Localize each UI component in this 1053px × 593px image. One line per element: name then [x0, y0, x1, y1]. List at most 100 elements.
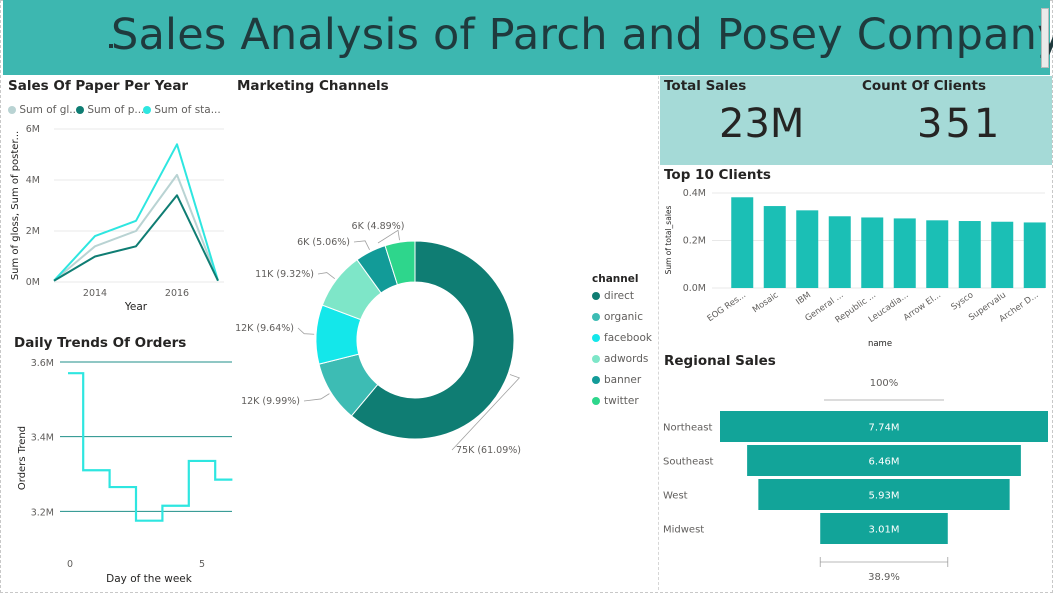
funnel-bar-west[interactable] [758, 479, 1010, 510]
paper-series-line[interactable] [53, 194, 219, 282]
channel-legend-label: twitter [604, 395, 639, 407]
client-bar[interactable] [893, 218, 916, 288]
donut-label-facebook: 12K (9.64%) [235, 323, 294, 334]
header-banner: Sales Analysis of Parch and Posey Compan… [3, 0, 1053, 75]
donut-leader-line [377, 229, 400, 244]
client-bar[interactable] [991, 221, 1014, 288]
funnel-category-label: Midwest [663, 525, 704, 536]
funnel-bar-midwest[interactable] [820, 513, 948, 544]
client-bar[interactable] [763, 206, 786, 288]
paper-y-tick: 6M [26, 124, 40, 135]
legend-marker-gloss [8, 106, 16, 114]
channel-legend-marker [592, 313, 600, 321]
channel-legend-marker [592, 376, 600, 384]
legend-label-standard: Sum of sta... [154, 104, 221, 116]
donut-leader-line [451, 374, 521, 451]
channel-legend-item-organic[interactable]: organic [592, 311, 643, 323]
paper-series-line[interactable] [53, 173, 219, 282]
legend-marker-poster [76, 106, 84, 114]
top-clients-title: Top 10 Clients [664, 167, 771, 183]
orders-y-tick: 3.4M [31, 433, 54, 444]
channel-legend-label: adwords [604, 353, 649, 365]
donut-label-direct: 75K (61.09%) [456, 445, 521, 456]
regional-sales-title: Regional Sales [664, 353, 776, 369]
paper-series-line[interactable] [53, 143, 219, 282]
paper-x-axis-label: Year [124, 301, 148, 313]
donut-label-adwords: 11K (9.32%) [255, 269, 314, 280]
orders-x-tick: 0 [67, 559, 73, 570]
paper-x-tick: 2014 [83, 288, 107, 299]
paper-y-tick: 4M [26, 175, 40, 186]
legend-item-poster[interactable]: Sum of p... [76, 104, 144, 116]
channel-legend-title: channel [592, 273, 639, 285]
clients-y-tick: 0.0M [683, 283, 706, 294]
client-bar[interactable] [731, 197, 754, 288]
client-x-tick: EOG Res... [706, 290, 748, 324]
clients-y-tick: 0.2M [683, 236, 706, 247]
legend-item-standard[interactable]: Sum of sta... [143, 104, 221, 116]
donut-label-banner: 6K (5.06%) [297, 237, 350, 248]
kpi-client-count-label: Count Of Clients [862, 78, 987, 94]
donut-leader-line [317, 272, 336, 279]
channel-legend-item-facebook[interactable]: facebook [592, 332, 652, 344]
paper-y-tick: 0M [26, 277, 40, 288]
channel-legend-marker [592, 355, 600, 363]
channel-legend-label: facebook [604, 332, 652, 344]
client-bar[interactable] [926, 220, 949, 288]
legend-label-poster: Sum of p... [87, 104, 145, 116]
client-bar[interactable] [861, 217, 884, 288]
funnel-bar-northeast[interactable] [720, 411, 1048, 442]
orders-x-tick: 5 [199, 559, 205, 570]
channel-legend-label: direct [604, 290, 635, 302]
funnel-value-label: 5.93M [869, 491, 900, 502]
client-x-tick: Mosaic [751, 290, 781, 315]
daily-trends-title: Daily Trends Of Orders [14, 335, 187, 351]
client-x-tick: Sysco [949, 290, 975, 312]
legend-item-gloss[interactable]: Sum of gl... [8, 104, 79, 116]
kpi-total-sales-value: 23M [719, 101, 805, 147]
donut-label-organic: 12K (9.99%) [241, 396, 300, 407]
orders-y-axis-label: Orders Trend [17, 426, 28, 490]
kpi-total-sales-label: Total Sales [664, 78, 747, 94]
page-title: Sales Analysis of Parch and Posey Compan… [111, 10, 1053, 60]
legend-marker-standard [143, 106, 151, 114]
donut-label-twitter: 6K (4.89%) [352, 221, 405, 232]
client-bar[interactable] [1023, 222, 1046, 288]
orders-y-tick: 3.6M [31, 358, 54, 369]
clients-y-axis-label: Sum of total_sales [664, 205, 673, 274]
orders-x-axis-label: Day of the week [106, 573, 193, 585]
client-bar[interactable] [828, 216, 851, 288]
client-x-tick: IBM [794, 290, 813, 307]
marketing-channels-title: Marketing Channels [237, 78, 389, 94]
channel-legend-marker [592, 334, 600, 342]
paper-y-axis-label: Sum of gloss, Sum of poster... [10, 131, 21, 280]
paper-sales-title: Sales Of Paper Per Year [8, 78, 189, 94]
donut-leader-line [353, 240, 370, 250]
donut-slice-twitter[interactable] [384, 240, 416, 286]
funnel-bar-southeast[interactable] [747, 445, 1021, 476]
donut-leader-line [303, 393, 330, 402]
channel-legend-item-adwords[interactable]: adwords [592, 353, 648, 365]
client-bar[interactable] [958, 221, 981, 288]
channel-legend-item-twitter[interactable]: twitter [592, 395, 639, 407]
funnel-category-label: West [663, 491, 688, 502]
scrollbar-thumb[interactable] [1041, 8, 1049, 68]
header-bullet-dot [109, 44, 113, 48]
funnel-category-label: Southeast [663, 457, 714, 468]
donut-slice-direct[interactable] [350, 240, 515, 440]
channel-legend-marker [592, 292, 600, 300]
client-bar[interactable] [796, 210, 819, 288]
donut-leader-line [297, 327, 315, 335]
clients-y-tick: 0.4M [683, 188, 706, 199]
channel-legend-item-direct[interactable]: direct [592, 290, 634, 302]
funnel-category-label: Northeast [663, 423, 712, 434]
paper-x-tick: 2016 [165, 288, 189, 299]
paper-y-tick: 2M [26, 226, 40, 237]
channel-legend-label: organic [604, 311, 644, 323]
funnel-value-label: 7.74M [869, 423, 900, 434]
kpi-client-count-value: 351 [917, 101, 1003, 147]
channel-legend-item-banner[interactable]: banner [592, 374, 641, 386]
clients-x-axis-label: name [868, 339, 892, 349]
orders-step-line[interactable] [68, 372, 233, 522]
